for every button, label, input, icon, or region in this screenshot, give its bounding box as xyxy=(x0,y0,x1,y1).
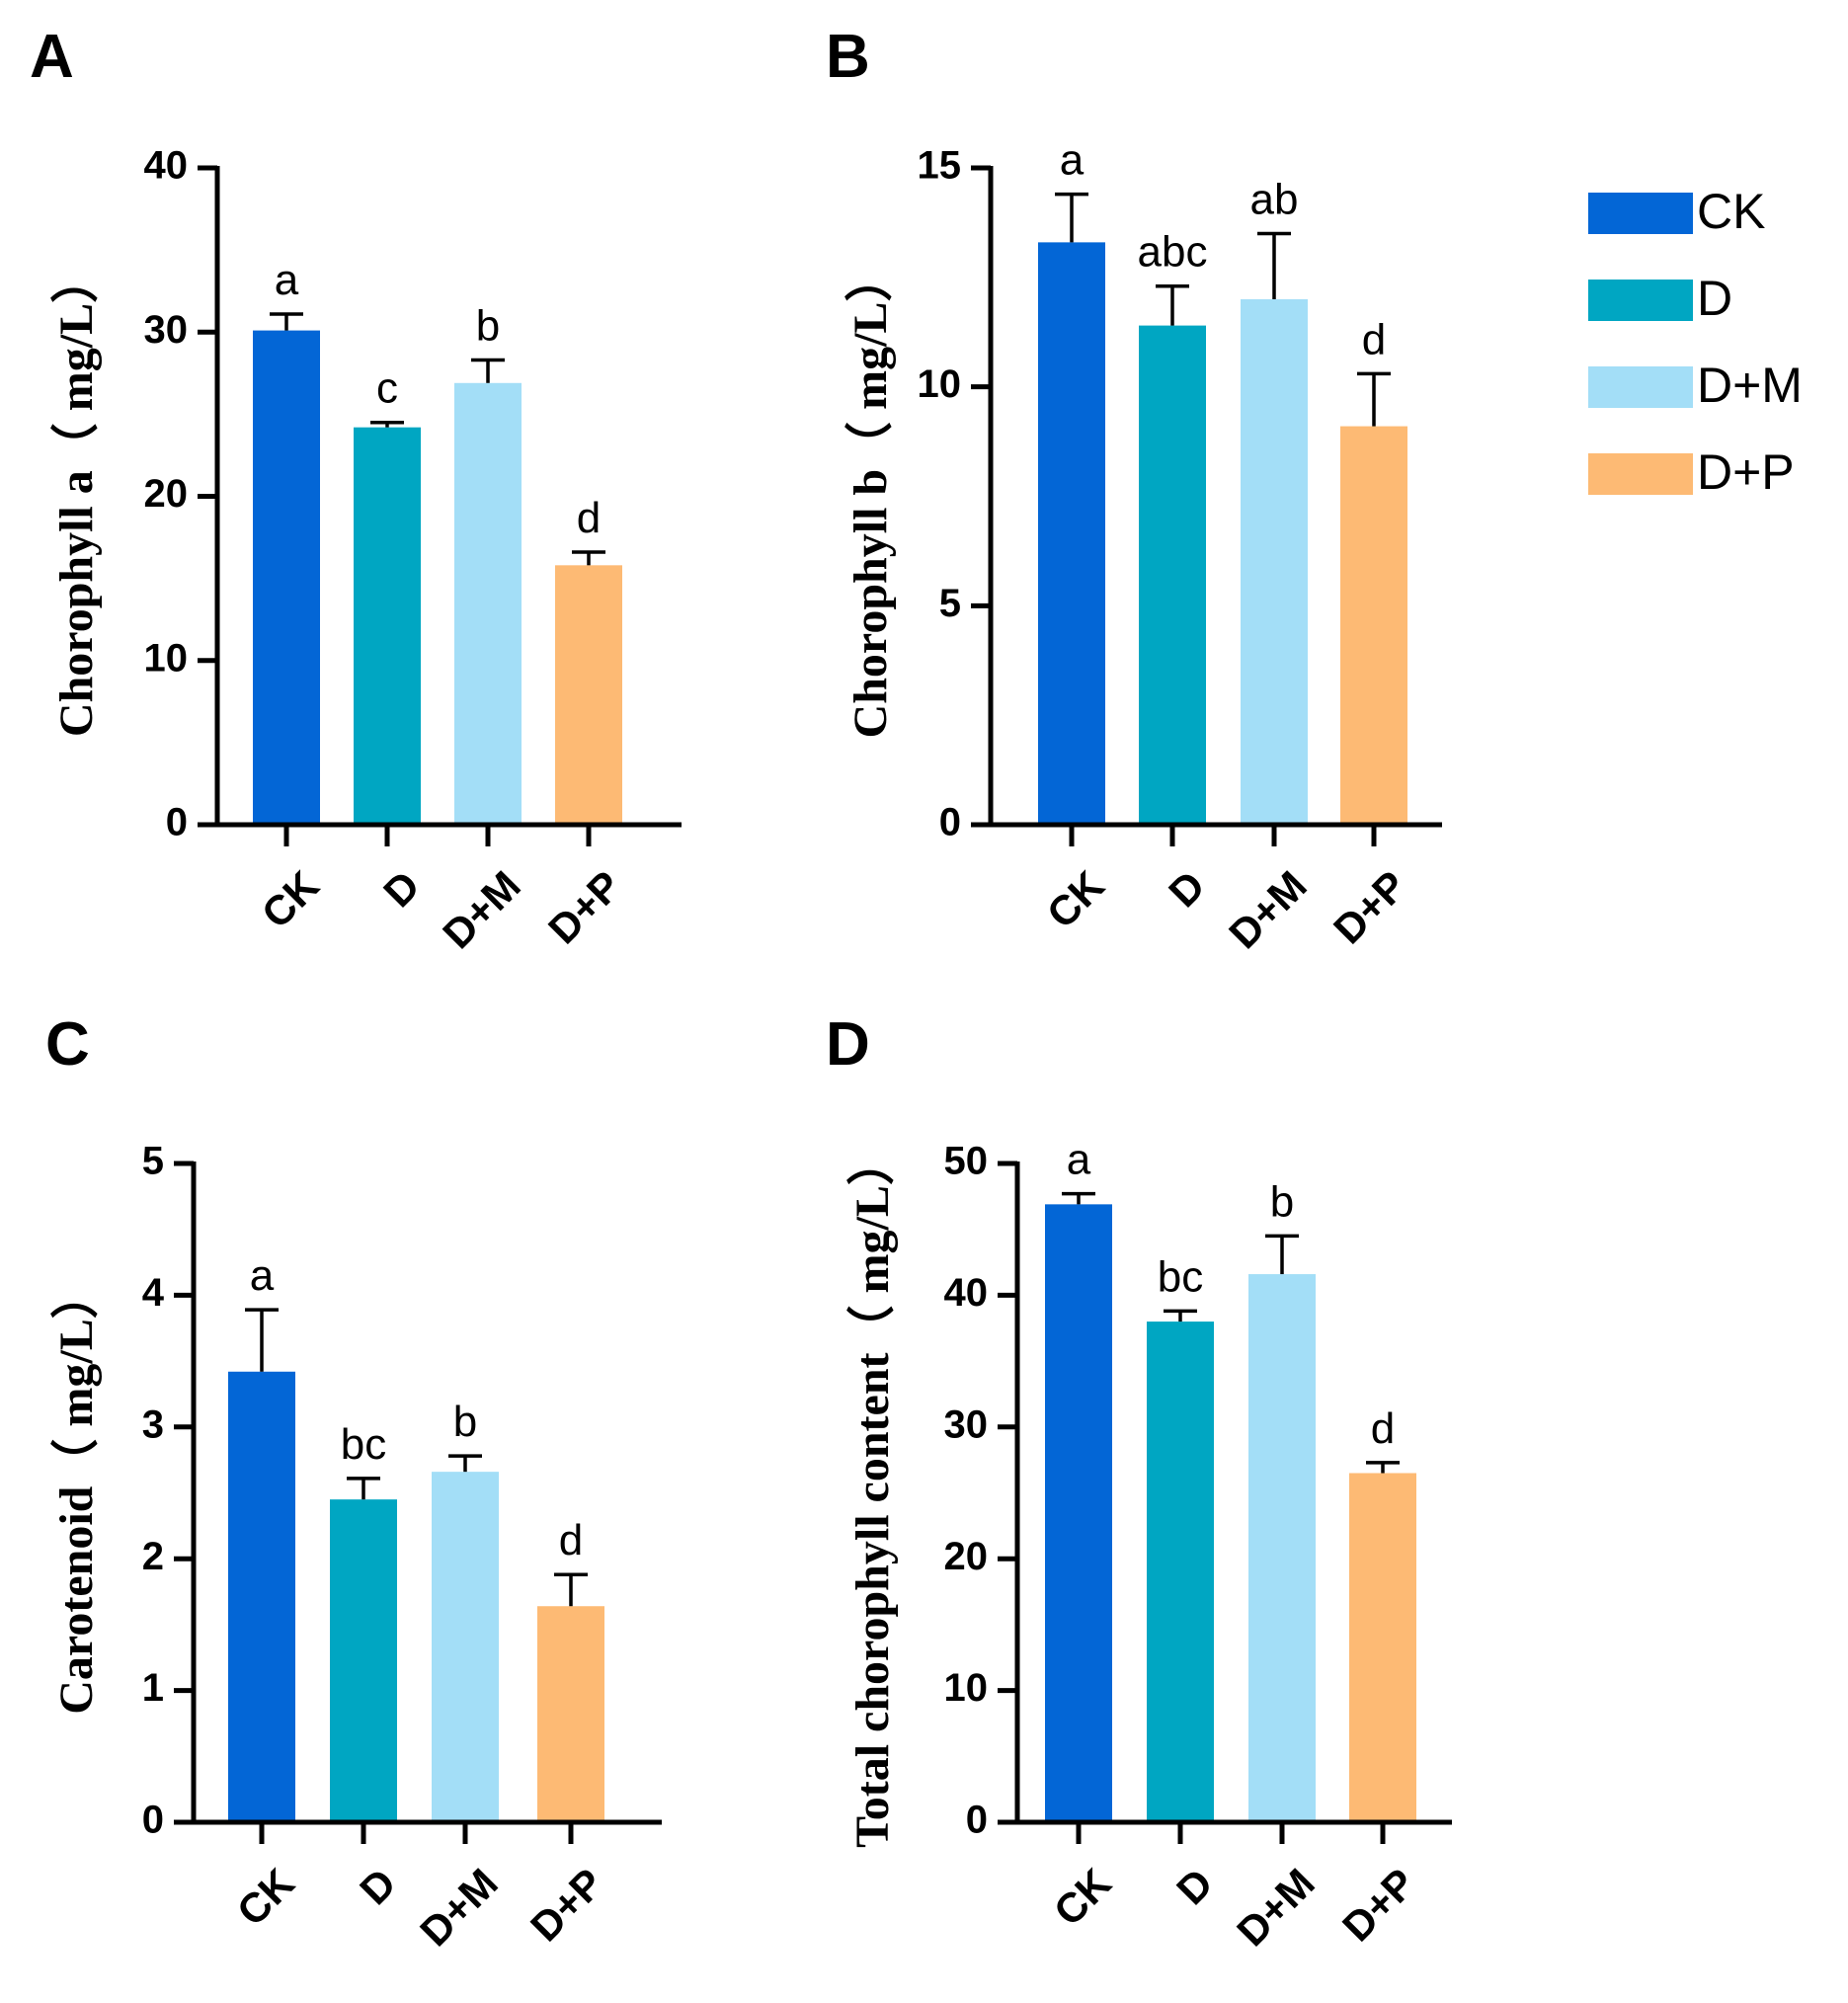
significance-label: a xyxy=(1060,136,1085,185)
significance-label: b xyxy=(1270,1177,1294,1226)
bar-d-plus-p xyxy=(555,565,622,825)
y-tick-label: 0 xyxy=(142,1799,164,1842)
y-tick-label: 10 xyxy=(918,362,962,406)
bar-d xyxy=(330,1499,397,1822)
panel-c: C Carotenoid（ mg/L） a bc b d 0 1 2 3 4 5 CK D D+M D+P xyxy=(45,1010,662,1955)
x-tick-label: D xyxy=(1167,1860,1222,1914)
x-tick-label: CK xyxy=(1038,862,1113,937)
bar-d-plus-p xyxy=(1340,426,1407,825)
bar-d xyxy=(354,427,421,825)
x-tick-label: CK xyxy=(253,862,328,937)
legend-label: D xyxy=(1697,271,1732,326)
x-tick-label: D xyxy=(374,862,429,917)
y-tick-label: 0 xyxy=(166,801,188,844)
significance-label: bc xyxy=(1158,1252,1203,1301)
bar-d-plus-m xyxy=(1248,1274,1316,1822)
legend: CK D D+M D+P xyxy=(1588,184,1803,500)
y-axis-title: Chorophyll b（ mg/L） xyxy=(844,255,897,739)
y-tick-label: 20 xyxy=(144,472,189,516)
bar-d xyxy=(1139,325,1206,825)
significance-label: bc xyxy=(341,1420,386,1469)
y-axis-title: Chorophyll a（ mg/L） xyxy=(50,256,103,737)
y-tick-label: 30 xyxy=(944,1402,989,1446)
x-tick-label: D+M xyxy=(434,862,529,958)
significance-label: a xyxy=(250,1251,275,1300)
significance-label: ab xyxy=(1250,176,1299,224)
significance-label: b xyxy=(476,302,500,351)
significance-label: a xyxy=(1067,1136,1091,1184)
bar-ck xyxy=(228,1371,295,1822)
bar-d-plus-m xyxy=(454,382,522,825)
bar-d xyxy=(1147,1322,1214,1822)
significance-label: d xyxy=(559,1516,583,1564)
x-tick-label: D+P xyxy=(1333,1860,1424,1951)
y-tick-label: 4 xyxy=(142,1271,165,1315)
legend-swatch xyxy=(1588,453,1693,495)
legend-label: D+P xyxy=(1697,444,1795,500)
bar-d-plus-m xyxy=(1241,299,1308,825)
x-tick-label: D+M xyxy=(411,1860,507,1956)
legend-swatch xyxy=(1588,366,1693,408)
bar-ck xyxy=(1045,1204,1112,1822)
y-tick-label: 30 xyxy=(144,308,189,352)
panel-letter: B xyxy=(826,23,870,91)
significance-label: d xyxy=(577,494,601,542)
bar-d-plus-p xyxy=(1349,1473,1416,1822)
y-tick-label: 5 xyxy=(939,582,961,625)
y-tick-label: 1 xyxy=(142,1666,164,1710)
y-tick-label: 40 xyxy=(144,144,189,188)
significance-label: d xyxy=(1371,1404,1395,1453)
panel-letter: C xyxy=(45,1010,90,1079)
x-tick-label: D+M xyxy=(1228,1860,1324,1956)
legend-swatch xyxy=(1588,193,1693,234)
x-tick-label: D xyxy=(1160,862,1214,917)
y-tick-label: 5 xyxy=(142,1140,164,1183)
bar-d-plus-m xyxy=(432,1472,499,1822)
y-tick-label: 3 xyxy=(142,1402,164,1446)
bar-d-plus-p xyxy=(537,1606,604,1822)
significance-label: a xyxy=(275,256,299,304)
y-axis-title: Total chorophyll content（ mg/L） xyxy=(846,1138,899,1848)
x-tick-label: D+P xyxy=(539,862,630,953)
x-tick-label: CK xyxy=(228,1860,303,1935)
x-tick-label: D xyxy=(351,1860,405,1914)
significance-label: c xyxy=(376,364,398,413)
y-tick-label: 0 xyxy=(939,801,961,844)
bar-ck xyxy=(1038,242,1105,825)
panel-d: D Total chorophyll content（ mg/L） a bc b d 0 10… xyxy=(826,1010,1452,1955)
legend-swatch xyxy=(1588,280,1693,321)
x-tick-label: D+M xyxy=(1220,862,1316,958)
y-tick-label: 2 xyxy=(142,1535,164,1578)
panel-a: A Chorophyll a（ mg/L） a c b d 0 10 20 30 40 CK D D+M D… xyxy=(30,23,682,957)
y-tick-label: 40 xyxy=(944,1271,989,1315)
y-tick-label: 50 xyxy=(944,1140,989,1183)
significance-label: d xyxy=(1362,315,1386,363)
x-tick-label: CK xyxy=(1045,1860,1120,1935)
panel-letter: D xyxy=(826,1010,870,1079)
y-tick-label: 15 xyxy=(918,144,962,188)
y-axis-title: Carotenoid（ mg/L） xyxy=(50,1271,103,1714)
x-tick-label: D+P xyxy=(522,1860,612,1951)
legend-label: D+M xyxy=(1697,358,1803,413)
legend-label: CK xyxy=(1697,184,1765,239)
significance-label: b xyxy=(453,1398,477,1446)
y-tick-label: 10 xyxy=(944,1666,989,1710)
panel-letter: A xyxy=(30,23,74,91)
x-tick-label: D+P xyxy=(1325,862,1415,953)
significance-label: abc xyxy=(1138,228,1208,277)
y-tick-label: 0 xyxy=(966,1799,988,1842)
bar-ck xyxy=(253,330,320,825)
y-tick-label: 20 xyxy=(944,1535,989,1578)
y-tick-label: 10 xyxy=(144,636,189,680)
